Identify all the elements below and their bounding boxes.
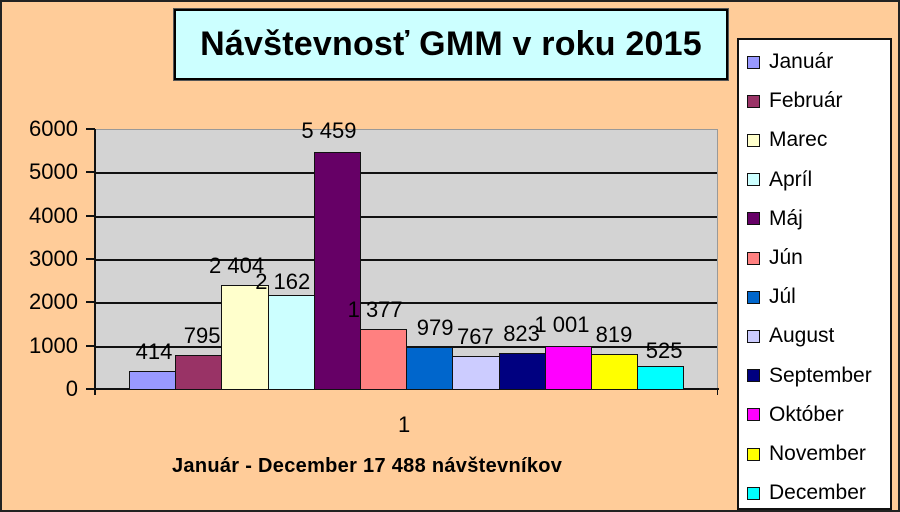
legend-label: Jún: [769, 246, 803, 269]
legend-item-september: September: [747, 364, 872, 388]
legend-swatch-icon: [747, 447, 760, 461]
data-label: 1 377: [347, 297, 403, 323]
data-label: 1 001: [534, 311, 590, 337]
bar-máj: [313, 152, 361, 390]
bar-júl: [406, 346, 454, 390]
legend-item-marec: Marec: [747, 128, 827, 152]
legend-item-august: August: [747, 324, 834, 348]
bar-december: [637, 366, 685, 390]
data-label: 5 459: [301, 118, 357, 144]
gridline: [95, 172, 717, 175]
data-label: 414: [135, 339, 173, 365]
y-axis-tick: [86, 128, 95, 130]
data-label: 795: [183, 322, 221, 348]
bar-marec: [221, 284, 269, 390]
legend-swatch-icon: [747, 369, 760, 383]
legend-swatch-icon: [747, 251, 760, 265]
legend-label: November: [769, 442, 866, 465]
legend-swatch-icon: [747, 173, 760, 187]
bar-september: [498, 353, 546, 390]
gridline: [95, 215, 717, 218]
legend-label: Október: [769, 402, 844, 426]
data-label: 2 404: [209, 252, 265, 278]
legend-item-december: December: [747, 481, 866, 505]
legend-swatch-icon: [747, 290, 760, 304]
y-axis-tick-label: 0: [65, 376, 78, 401]
gridline: [95, 302, 717, 305]
bar-január: [129, 371, 177, 390]
legend-item-november: November: [747, 442, 866, 466]
y-axis-tick: [86, 301, 95, 304]
y-axis-tick-label: 6000: [29, 116, 78, 141]
data-label: 823: [503, 321, 540, 347]
bar-február: [175, 354, 223, 390]
legend-swatch-icon: [747, 212, 760, 226]
bar-august: [452, 355, 500, 390]
legend-label: Marec: [769, 128, 828, 152]
legend-swatch-icon: [747, 133, 760, 147]
chart-title: Návštevnosť GMM v roku 2015: [200, 25, 702, 63]
legend-swatch-icon: [747, 329, 760, 343]
legend-item-február: Február: [747, 89, 843, 113]
x-axis-title: Január - December 17 488 návštevníkov: [172, 455, 563, 477]
legend-swatch-icon: [747, 94, 760, 108]
y-axis-tick-label: 1000: [29, 332, 78, 358]
legend-label: August: [769, 324, 835, 348]
gridline: [95, 259, 717, 261]
data-label: 767: [457, 323, 494, 349]
y-axis-tick-label: 5000: [29, 159, 78, 185]
legend-item-júl: Júl: [747, 285, 796, 309]
legend-item-jún: Jún: [747, 246, 803, 270]
bar-jún: [360, 329, 408, 390]
legend-label: Január: [769, 50, 834, 73]
legend-label: Júl: [769, 285, 796, 309]
legend-swatch-icon: [747, 408, 760, 422]
data-label: 2 162: [255, 269, 311, 295]
y-axis-tick-label: 4000: [29, 202, 78, 228]
y-axis-tick: [86, 344, 95, 347]
legend-label: Február: [769, 89, 843, 113]
legend-label: Máj: [769, 206, 803, 230]
bar-október: [544, 345, 592, 390]
chart-title-box: Návštevnosť GMM v roku 2015: [174, 9, 728, 80]
y-axis-tick: [86, 214, 95, 217]
x-axis-category-label: 1: [398, 412, 411, 437]
bar-november: [591, 353, 639, 390]
y-axis-tick: [86, 258, 95, 260]
legend-swatch-icon: [747, 55, 760, 69]
legend-swatch-icon: [747, 486, 760, 500]
legend-item-apríl: Apríl: [747, 168, 812, 192]
y-axis-tick: [86, 388, 95, 390]
legend-item-máj: Máj: [747, 207, 803, 231]
legend-label: September: [769, 363, 872, 387]
data-label: 819: [595, 321, 633, 347]
legend-label: December: [769, 481, 866, 505]
legend-item-október: Október: [747, 403, 844, 427]
bar-apríl: [267, 295, 315, 390]
y-axis-tick-label: 3000: [29, 246, 78, 271]
y-axis-tick-label: 2000: [29, 289, 78, 315]
legend-item-január: Január: [747, 50, 833, 74]
y-axis-line: [94, 129, 96, 395]
y-axis-tick: [86, 171, 95, 174]
legend-label: Apríl: [769, 167, 813, 191]
x-axis-tick: [717, 389, 718, 395]
data-label: 979: [416, 314, 454, 340]
legend: Január Február Marec Apríl Máj Jún Júl August Se…: [737, 38, 892, 510]
data-label: 525: [645, 338, 683, 364]
